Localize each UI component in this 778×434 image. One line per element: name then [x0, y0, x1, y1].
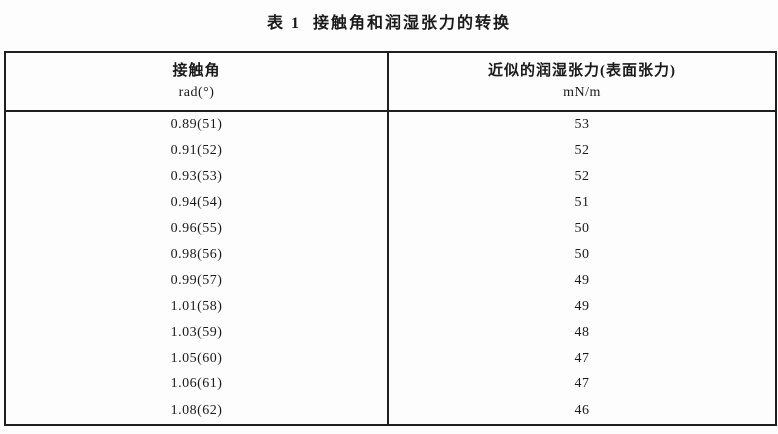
table-row: 1.06(61) 47 — [4, 371, 777, 398]
table-row: 0.96(55) 50 — [4, 216, 777, 243]
cell-contact-angle: 0.99(57) — [4, 267, 389, 294]
table-caption: 表 1 接触角和润湿张力的转换 — [0, 9, 778, 33]
cell-wetting-tension: 50 — [387, 242, 777, 268]
cell-wetting-tension: 46 — [387, 397, 777, 425]
cell-wetting-tension: 51 — [387, 190, 777, 217]
cell-wetting-tension: 52 — [387, 164, 777, 191]
cell-wetting-tension: 49 — [387, 267, 777, 294]
table-row: 1.08(62) 46 — [4, 397, 777, 425]
conversion-table: 接触角 rad(°) 近似的润湿张力(表面张力) mN/m 0.89(51) 53… — [4, 51, 777, 426]
table-row: 0.89(51) 53 — [4, 111, 777, 139]
cell-contact-angle: 1.06(61) — [4, 371, 389, 398]
table-row: 1.01(58) 49 — [4, 293, 777, 320]
cell-contact-angle: 0.93(53) — [4, 164, 389, 191]
cell-contact-angle: 1.05(60) — [4, 345, 389, 372]
column-name-contact-angle: 接触角 — [172, 63, 221, 80]
table-header: 接触角 rad(°) 近似的润湿张力(表面张力) mN/m — [4, 51, 777, 112]
cell-contact-angle: 0.91(52) — [4, 138, 389, 165]
table-row: 0.98(56) 50 — [4, 242, 777, 268]
cell-wetting-tension: 53 — [387, 111, 777, 139]
column-unit-contact-angle: rad(°) — [178, 84, 215, 100]
cell-contact-angle: 1.01(58) — [4, 293, 389, 320]
table-row: 1.03(59) 48 — [4, 319, 777, 346]
column-unit-wetting-tension: mN/m — [563, 84, 601, 100]
table-row: 0.91(52) 52 — [4, 138, 777, 165]
cell-wetting-tension: 47 — [387, 345, 777, 372]
table-title-text: 接触角和润湿张力的转换 — [313, 15, 512, 32]
table-row: 0.99(57) 49 — [4, 267, 777, 294]
cell-contact-angle: 1.03(59) — [4, 319, 389, 346]
table-body: 0.89(51) 53 0.91(52) 52 0.93(53) 52 0.94(54) 51… — [4, 111, 777, 425]
column-name-wetting-tension: 近似的润湿张力(表面张力) — [488, 63, 676, 80]
table-number: 表 1 — [266, 15, 301, 32]
column-header-wetting-tension: 近似的润湿张力(表面张力) mN/m — [387, 51, 777, 112]
table-row: 0.94(54) 51 — [4, 190, 777, 217]
column-header-contact-angle: 接触角 rad(°) — [4, 51, 389, 112]
cell-wetting-tension: 50 — [387, 216, 777, 243]
table-row: 0.93(53) 52 — [4, 164, 777, 191]
cell-wetting-tension: 48 — [387, 319, 777, 346]
cell-wetting-tension: 49 — [387, 293, 777, 320]
cell-contact-angle: 0.94(54) — [4, 190, 389, 217]
cell-contact-angle: 0.89(51) — [4, 111, 389, 139]
table-row: 1.05(60) 47 — [4, 345, 777, 372]
cell-contact-angle: 1.08(62) — [4, 397, 389, 425]
cell-contact-angle: 0.96(55) — [4, 216, 389, 243]
header-row: 接触角 rad(°) 近似的润湿张力(表面张力) mN/m — [4, 51, 777, 112]
cell-wetting-tension: 52 — [387, 138, 777, 165]
cell-contact-angle: 0.98(56) — [4, 242, 389, 268]
cell-wetting-tension: 47 — [387, 371, 777, 398]
